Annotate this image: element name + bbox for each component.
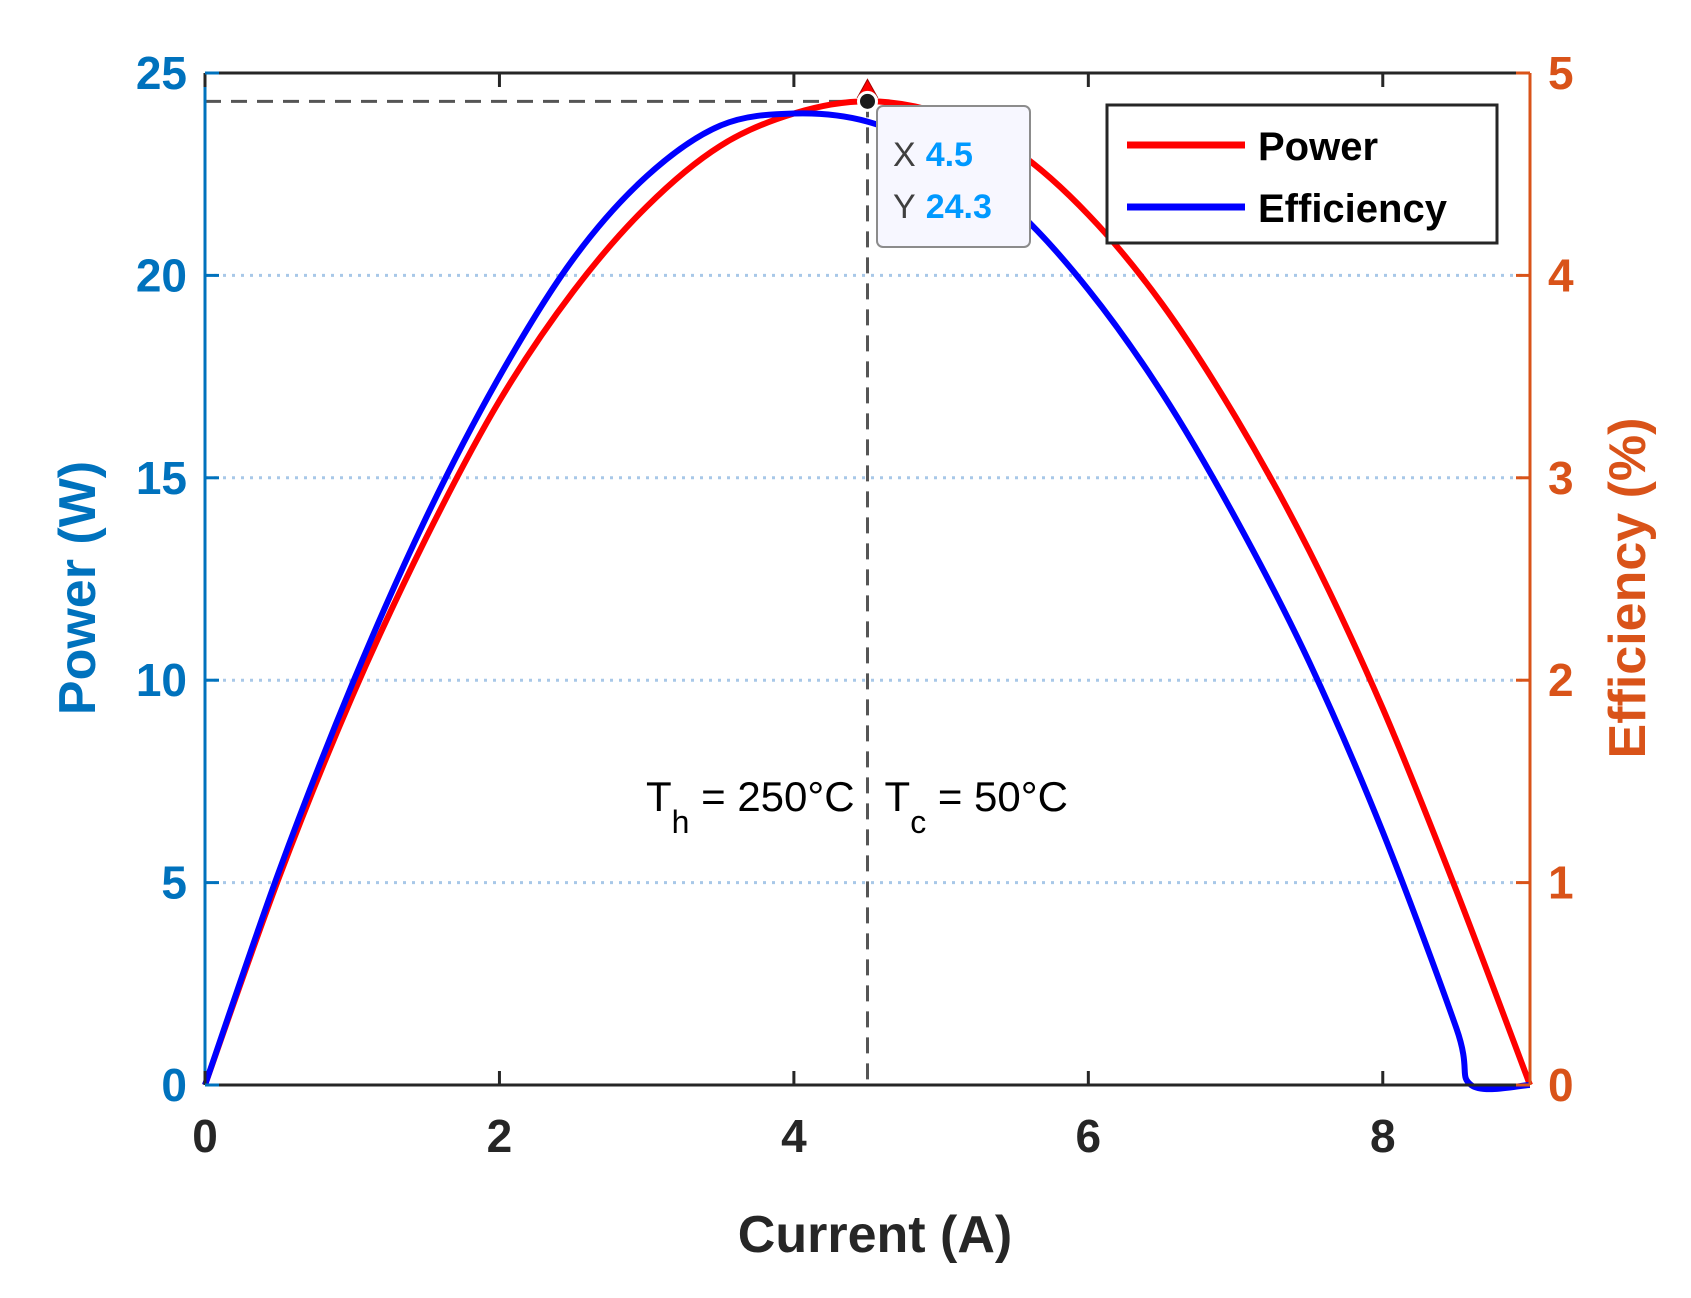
datatip-y-value: 24.3 bbox=[926, 188, 992, 226]
x-tick-label: 8 bbox=[1370, 1110, 1396, 1162]
y-left-tick-label: 10 bbox=[136, 654, 187, 706]
y-left-tick-label: 20 bbox=[136, 249, 187, 301]
y-left-tick-label: 25 bbox=[136, 47, 187, 99]
y-axis-left-title: Power (W) bbox=[49, 461, 107, 715]
x-tick-label: 0 bbox=[192, 1110, 218, 1162]
datatip-x-value: 4.5 bbox=[926, 136, 973, 174]
datatip-x-row: X 4.5 bbox=[893, 136, 973, 174]
y-right-tick-label: 3 bbox=[1548, 452, 1574, 504]
y-left-tick-label: 15 bbox=[136, 452, 187, 504]
legend-label-efficiency: Efficiency bbox=[1258, 187, 1448, 231]
plot-svg: 0 2 4 6 8 0 5 10 15 20 25 0 1 2 3 4 5 Current (A) Power … bbox=[0, 0, 1691, 1293]
datatip[interactable]: X 4.5 Y 24.3 bbox=[877, 106, 1030, 247]
y-right-tick-label: 2 bbox=[1548, 654, 1574, 706]
y-right-tick-label: 0 bbox=[1548, 1059, 1574, 1111]
datatip-x-label: X bbox=[893, 136, 916, 174]
datatip-marker bbox=[859, 92, 877, 110]
y-left-tick-label: 5 bbox=[161, 857, 187, 909]
th-value: = 250°C bbox=[689, 773, 854, 820]
x-tick-label: 4 bbox=[781, 1110, 807, 1162]
th-symbol: T bbox=[646, 773, 672, 820]
legend: Power Efficiency bbox=[1107, 105, 1497, 243]
y-right-tick-label: 1 bbox=[1548, 857, 1574, 909]
y-right-tick-label: 4 bbox=[1548, 249, 1574, 301]
chart: 0 2 4 6 8 0 5 10 15 20 25 0 1 2 3 4 5 Current (A) Power … bbox=[0, 0, 1691, 1293]
x-tick-label: 6 bbox=[1076, 1110, 1102, 1162]
datatip-y-label: Y bbox=[893, 188, 916, 226]
tc-value: = 50°C bbox=[926, 773, 1068, 820]
y-axis-right-title: Efficiency (%) bbox=[1599, 418, 1657, 759]
legend-label-power: Power bbox=[1258, 125, 1378, 169]
th-subscript: h bbox=[672, 804, 690, 840]
x-tick-label: 2 bbox=[487, 1110, 513, 1162]
datatip-y-row: Y 24.3 bbox=[893, 188, 992, 226]
y-right-tick-label: 5 bbox=[1548, 47, 1574, 99]
x-axis-title: Current (A) bbox=[738, 1206, 1012, 1264]
tc-subscript: c bbox=[910, 804, 926, 840]
tc-symbol: T bbox=[885, 773, 911, 820]
y-left-tick-label: 0 bbox=[161, 1059, 187, 1111]
